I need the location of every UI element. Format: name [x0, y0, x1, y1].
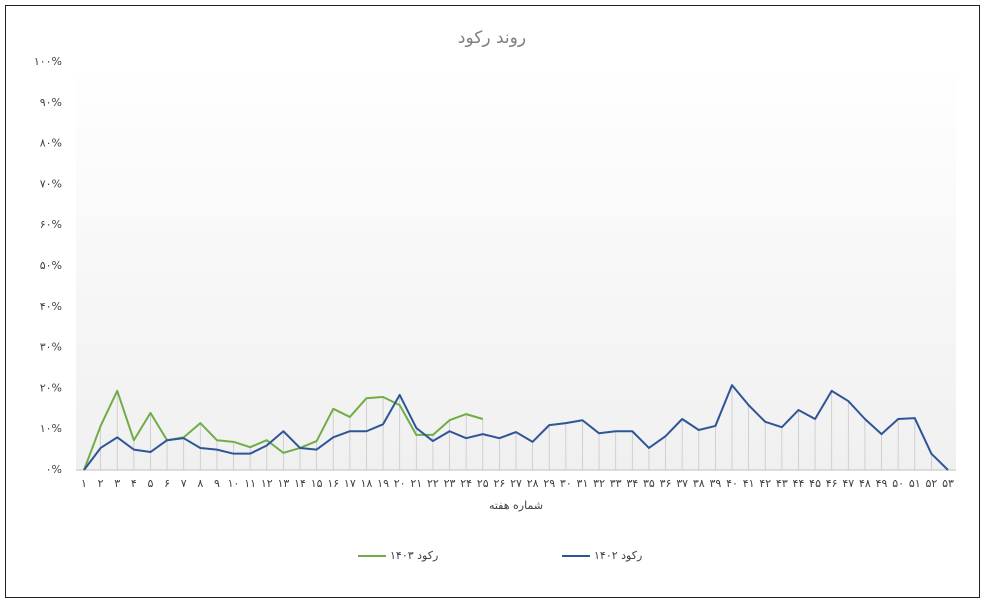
x-tick-label: ۳۷ [676, 477, 688, 490]
x-tick-label: ۴۳ [776, 477, 788, 490]
x-tick-label: ۳۹ [709, 477, 721, 490]
y-tick-label: ۰% [46, 463, 62, 476]
x-tick-label: ۱۰ [228, 477, 240, 490]
x-tick-label: ۵۳ [942, 477, 954, 490]
x-tick-label: ۸ [197, 477, 203, 490]
x-tick-label: ۱۲ [261, 477, 273, 490]
series-line [83, 389, 484, 471]
x-tick-label: ۴۴ [793, 477, 805, 490]
x-tick-label: ۲۲ [427, 477, 439, 490]
x-tick-label: ۳۸ [693, 477, 705, 490]
plot-area [76, 62, 956, 470]
x-tick-label: ۴ [131, 477, 137, 490]
x-tick-label: ۵ [148, 477, 154, 490]
x-tick-label: ۲۶ [493, 477, 505, 490]
y-tick-label: ۶۰% [40, 218, 62, 231]
x-tick-label: ۴۶ [826, 477, 838, 490]
x-tick-label: ۴۲ [759, 477, 771, 490]
y-tick-label: ۹۰% [40, 96, 62, 109]
x-tick-label: ۳۰ [560, 477, 572, 490]
x-tick-label: ۷ [181, 477, 187, 490]
chart-title: روند رکود [458, 28, 526, 48]
x-tick-label: ۴۸ [859, 477, 871, 490]
x-tick-label: ۱۳ [277, 477, 289, 490]
x-tick-label: ۳۶ [660, 477, 672, 490]
legend-label: رکود ۱۴۰۲ [594, 549, 642, 562]
x-tick-label: ۱۶ [327, 477, 339, 490]
x-tick-label: ۲۷ [510, 477, 522, 490]
y-tick-label: ۷۰% [40, 177, 62, 190]
x-tick-label: ۲۸ [527, 477, 539, 490]
x-tick-label: ۳۳ [610, 477, 622, 490]
x-tick-label: ۳۴ [626, 477, 638, 490]
x-tick-label: ۱۱ [244, 477, 256, 490]
x-axis-label: شماره هفته [489, 499, 543, 512]
x-tick-label: ۳۵ [643, 477, 655, 490]
x-tick-label: ۱۸ [361, 477, 373, 490]
x-tick-label: ۲۱ [410, 477, 422, 490]
y-tick-label: ۱۰% [40, 422, 62, 435]
x-tick-label: ۱۴ [294, 477, 306, 490]
x-tick-label: ۴۵ [809, 477, 821, 490]
x-tick-label: ۲۵ [477, 477, 489, 490]
y-tick-label: ۳۰% [40, 341, 62, 354]
x-tick-label: ۳ [114, 477, 120, 490]
y-tick-label: ۸۰% [40, 137, 62, 150]
x-tick-label: ۲۹ [543, 477, 555, 490]
x-tick-label: ۳۲ [593, 477, 605, 490]
x-tick-label: ۵۱ [909, 477, 921, 490]
x-tick-label: ۵۲ [925, 477, 937, 490]
x-tick-label: ۴۷ [842, 477, 854, 490]
y-tick-label: ۴۰% [40, 300, 62, 313]
y-tick-label: ۱۰۰% [34, 55, 62, 68]
x-tick-label: ۲۰ [394, 477, 406, 490]
x-tick-label: ۲۴ [460, 477, 472, 490]
y-tick-label: ۵۰% [40, 259, 62, 272]
legend-label: رکود ۱۴۰۳ [390, 549, 438, 562]
x-tick-label: ۱۷ [344, 477, 356, 490]
x-tick-label: ۱۹ [377, 477, 389, 490]
x-tick-label: ۴۹ [876, 477, 888, 490]
x-tick-label: ۳۱ [577, 477, 589, 490]
x-tick-label: ۹ [214, 477, 220, 490]
x-tick-label: ۱ [81, 477, 87, 490]
x-tick-label: ۴۱ [743, 477, 755, 490]
x-tick-label: ۶ [164, 477, 170, 490]
x-tick-label: ۱۵ [311, 477, 323, 490]
x-tick-label: ۴۰ [726, 477, 738, 490]
y-tick-label: ۲۰% [40, 381, 62, 394]
x-tick-label: ۲ [98, 477, 104, 490]
x-tick-label: ۵۰ [892, 477, 904, 490]
series-line [83, 384, 949, 471]
x-tick-label: ۲۳ [444, 477, 456, 490]
